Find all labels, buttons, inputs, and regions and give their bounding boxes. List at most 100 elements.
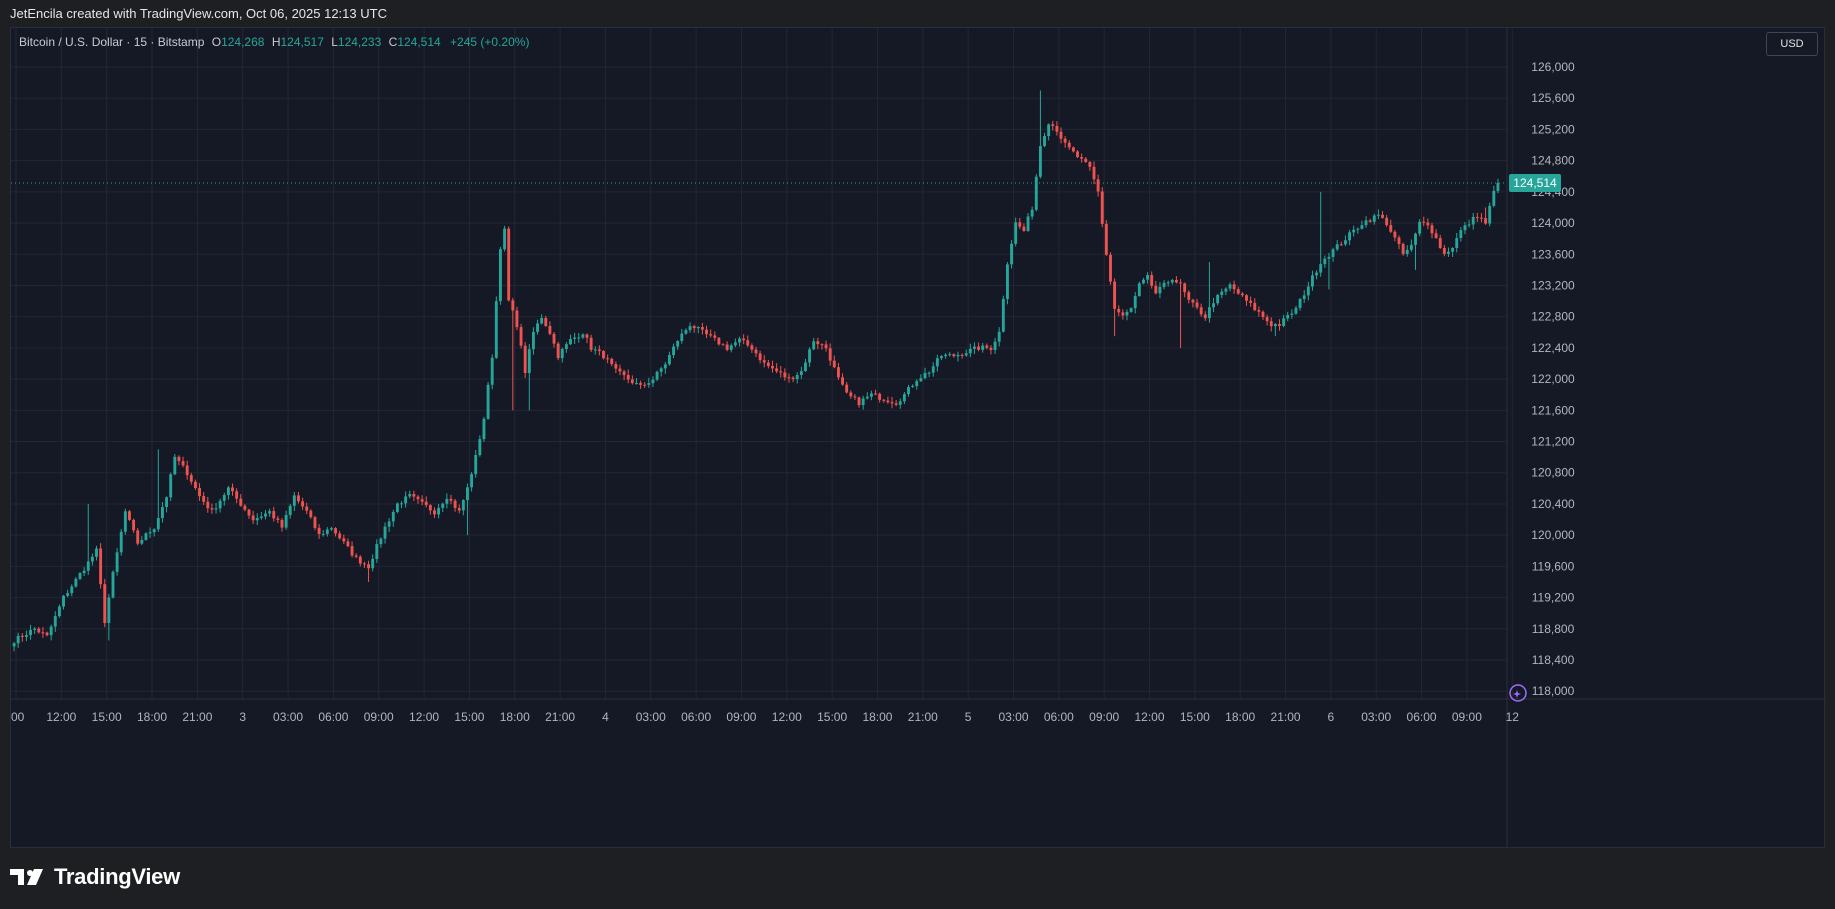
candle [1265,314,1269,326]
candle [90,553,94,566]
candle [1418,219,1422,237]
candle [993,337,997,354]
candle [53,611,57,632]
candle [218,498,222,513]
candle [1368,218,1372,223]
candle [544,315,548,327]
candle [1014,217,1018,247]
candle [614,361,618,373]
candle [672,343,676,359]
candle [680,329,684,344]
x-tick-label: 09:00 [1089,710,1119,724]
price-axis-labels: 126,000125,600125,200124,800124,400124,0… [1531,60,1575,698]
candle [593,346,597,355]
candle [902,392,906,405]
candle [964,349,968,357]
candle [713,331,717,341]
candle [507,226,511,302]
candle [1327,252,1331,290]
chart-panel[interactable]: 126,000125,600125,200124,800124,400124,0… [10,27,1826,849]
y-tick-label: 122,800 [1531,310,1575,324]
candle [1381,211,1384,219]
candle [1298,297,1302,311]
candle [165,496,169,513]
candle [95,545,98,561]
candle [647,377,651,388]
candle [791,376,795,383]
candle [940,355,943,361]
x-tick-label: 21:00 [908,710,938,724]
candle [935,354,939,372]
candle [700,322,704,335]
y-tick-label: 120,400 [1531,497,1575,511]
candle [692,324,696,333]
candle [688,322,692,333]
candle [548,321,552,336]
x-tick-label: 4 [602,710,609,724]
candle [107,593,111,641]
candle [264,510,267,520]
candlestick-chart[interactable]: 126,000125,600125,200124,800124,400124,0… [11,28,1826,849]
candle [869,390,873,401]
candle [301,497,305,510]
candle [132,518,136,533]
candle [531,327,535,355]
candle [1455,232,1459,253]
candle [569,334,572,346]
candle [268,508,272,517]
y-tick-label: 124,800 [1531,154,1575,168]
candle [259,511,263,520]
candle [1195,298,1199,310]
candle [523,342,527,378]
candle [610,357,614,367]
candles [12,90,1500,652]
candle [24,630,28,642]
candle [1232,280,1236,294]
sparkle-icon[interactable] [1509,684,1527,702]
brand-logo[interactable]: TradingView [10,864,180,890]
candle [111,570,115,599]
candle [255,513,259,526]
candle [1471,212,1475,230]
candle [1174,276,1178,284]
candle [1142,277,1145,285]
symbol-title: Bitcoin / U.S. Dollar · 15 · Bitstamp [19,35,205,49]
currency-button[interactable]: USD [1766,32,1818,56]
candle [193,479,197,490]
last-price-badge: 124,514 [1509,173,1561,192]
candle [1496,178,1500,194]
candle [1117,305,1121,317]
candle [433,507,436,519]
x-tick-label: 21:00 [545,710,575,724]
candle [1104,220,1108,256]
candle [989,345,993,355]
y-tick-label: 118,400 [1532,653,1575,667]
candle [1253,298,1257,312]
candle [474,449,478,478]
candle [247,508,251,520]
candle [1059,127,1063,144]
candle [1092,161,1096,185]
candle [313,515,317,531]
candle [37,627,41,634]
candle [387,517,391,532]
candle [1385,215,1389,227]
candle [742,334,746,345]
candle [1389,219,1393,234]
candle [1018,217,1022,230]
candle [1236,286,1240,295]
candle [1187,290,1191,304]
candle [1166,280,1170,287]
x-tick-label: 18:00 [500,710,530,724]
candle [1409,239,1413,252]
candle [515,306,519,331]
candle [1302,290,1306,303]
candle [177,455,181,466]
candle [20,633,24,642]
candle [1224,287,1228,296]
candle [622,369,626,381]
candle [338,530,342,540]
candle [41,627,45,638]
candle [1150,271,1154,289]
candle [676,340,680,350]
